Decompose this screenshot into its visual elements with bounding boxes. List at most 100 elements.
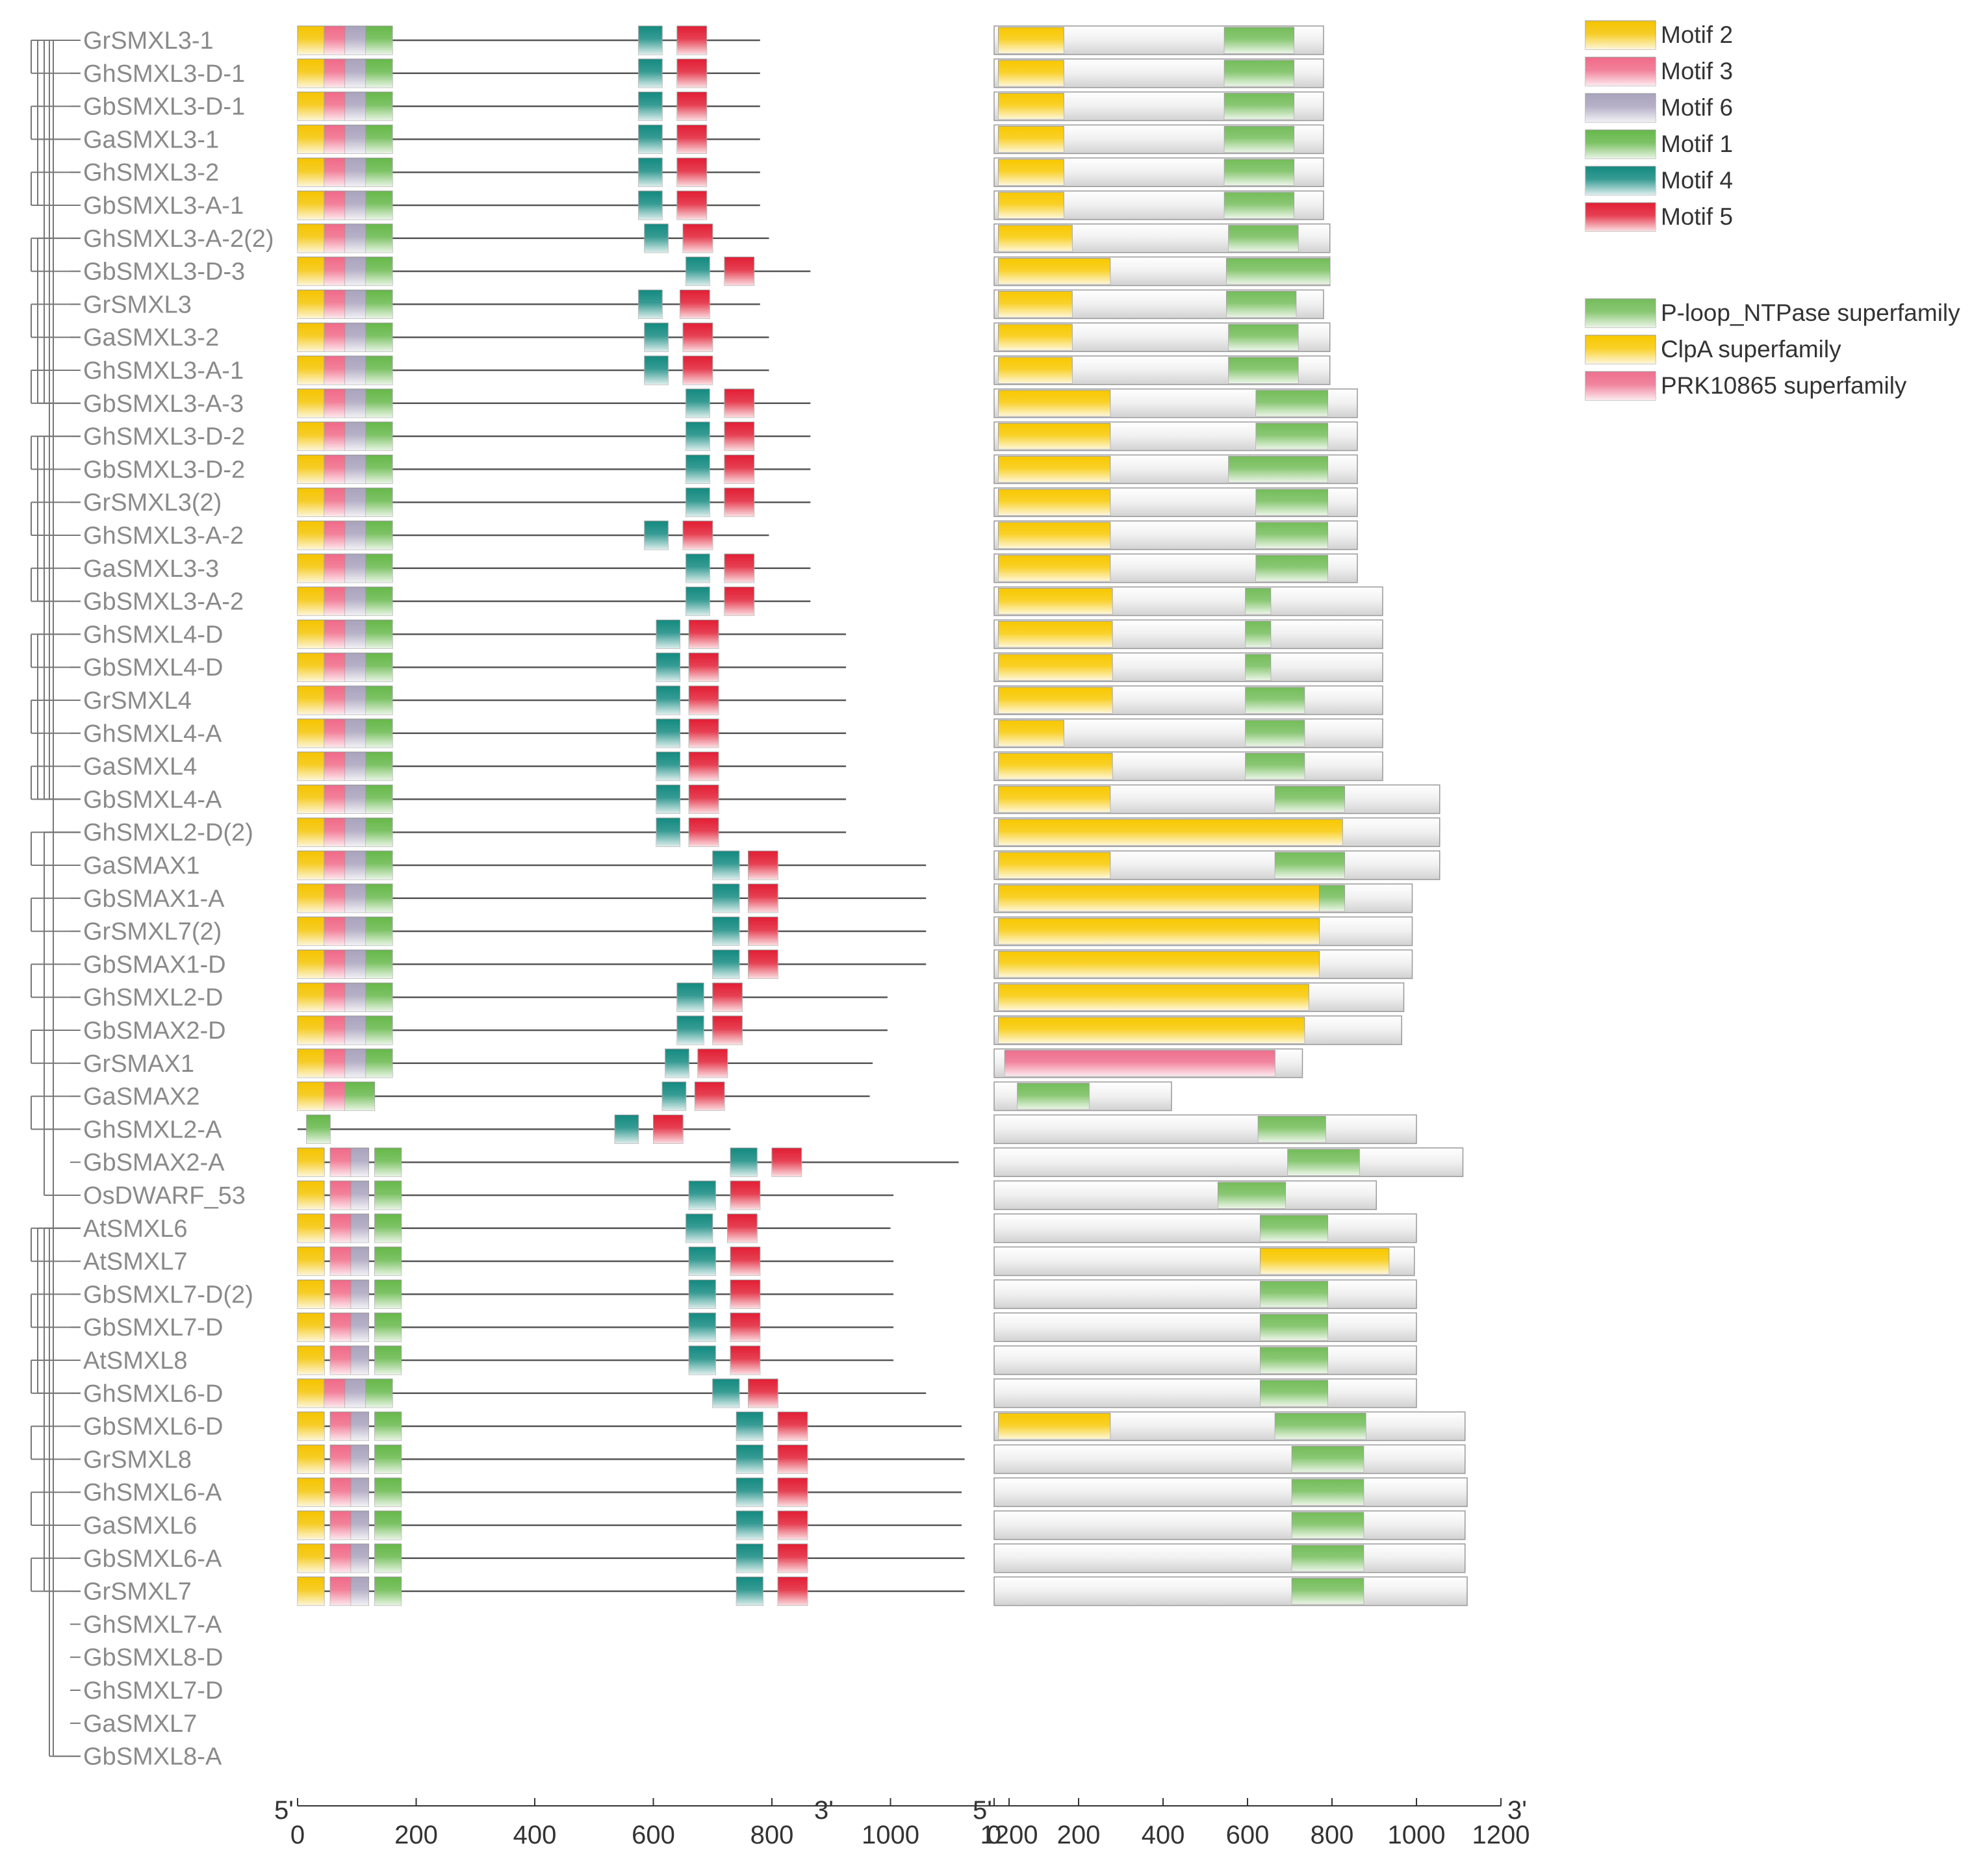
motif-block-motif-4 xyxy=(656,752,681,781)
motif-block-motif-5 xyxy=(771,1147,802,1177)
sequence-label-gbsmxl4-d: GbSMXL4-D xyxy=(83,654,223,681)
motif-block-motif-1 xyxy=(365,190,393,220)
motif-block-motif-5 xyxy=(688,685,719,715)
motif-block-motif-5 xyxy=(688,784,719,814)
motif-block-motif-4 xyxy=(685,587,710,616)
motif-block-motif-2 xyxy=(297,850,325,880)
motif-block-motif-4 xyxy=(712,917,740,946)
domain-block-p-loop-ntpase-superfamily xyxy=(1260,1347,1328,1374)
legend-label: Motif 4 xyxy=(1661,167,1733,194)
domain-row-ghsmxl6-d xyxy=(993,1378,1417,1408)
motif-row-gbsmxl3-d-3 xyxy=(297,257,811,286)
motif-block-motif-1 xyxy=(306,1114,331,1144)
motif-block-motif-5 xyxy=(680,289,710,319)
motif-block-motif-5 xyxy=(748,1378,778,1408)
motif-block-motif-4 xyxy=(656,784,681,814)
motif-block-motif-3 xyxy=(329,1180,352,1210)
sequence-label-gbsmxl3-a-3: GbSMXL3-A-3 xyxy=(83,390,244,418)
motif-block-motif-6 xyxy=(344,257,366,286)
domain-row-ghsmxl3-2 xyxy=(993,157,1324,187)
motif-block-motif-1 xyxy=(365,487,393,517)
sequence-label-grsmxl3: GrSMXL3 xyxy=(83,291,192,318)
motif-block-motif-6 xyxy=(350,1279,369,1309)
domain-block-clpa-superfamily xyxy=(998,258,1111,285)
domain-block-prk10865-superfamily xyxy=(1004,1050,1275,1077)
sequence-label-gasmxl3-3: GaSMXL3-3 xyxy=(83,555,219,583)
domain-block-p-loop-ntpase-superfamily xyxy=(1255,522,1328,549)
sequence-label-atsmxl8: AtSMXL8 xyxy=(83,1347,188,1375)
motif-block-motif-6 xyxy=(344,784,366,814)
motif-block-motif-2 xyxy=(297,784,325,814)
motif-block-motif-5 xyxy=(724,422,755,451)
motif-block-motif-2 xyxy=(297,718,325,748)
motif-block-motif-2 xyxy=(297,58,325,88)
domain-block-p-loop-ntpase-superfamily xyxy=(1291,1512,1364,1539)
domain-row-gasmxl3-3 xyxy=(993,553,1358,583)
motif-row-gbsmxl3-a-3 xyxy=(297,388,811,418)
motif-row-gbsmxl3-d-2 xyxy=(297,454,811,484)
protein-backbone xyxy=(993,1576,1468,1606)
sequence-label-ghsmxl6-d: GhSMXL6-D xyxy=(83,1380,223,1408)
motif-axis-3prime: 3' xyxy=(814,1796,834,1825)
motif-block-motif-4 xyxy=(712,949,740,979)
motif-block-motif-3 xyxy=(329,1577,352,1606)
domain-row-gasmax2 xyxy=(993,1081,1172,1111)
legend-item-motif-6: Motif 6 xyxy=(1585,93,1733,123)
domain-block-clpa-superfamily xyxy=(998,423,1111,450)
motif-block-motif-6 xyxy=(344,587,366,616)
motif-block-motif-5 xyxy=(688,619,719,649)
motif-block-motif-1 xyxy=(365,157,393,187)
legend-item-motif-4: Motif 4 xyxy=(1585,166,1733,196)
motif-block-motif-3 xyxy=(324,1378,346,1408)
motif-block-motif-1 xyxy=(365,587,393,616)
motif-block-motif-2 xyxy=(297,917,325,946)
domain-axis: 0 200 400 600 800 1000 1200 xyxy=(987,1798,1530,1849)
motif-block-motif-6 xyxy=(344,619,366,649)
domain-block-p-loop-ntpase-superfamily xyxy=(1245,588,1272,615)
domain-block-clpa-superfamily xyxy=(998,720,1064,747)
motif-block-motif-6 xyxy=(344,850,366,880)
tick-label: 0 xyxy=(987,1821,1001,1849)
motif-block-motif-4 xyxy=(688,1345,716,1375)
motif-block-motif-6 xyxy=(344,1015,366,1045)
motif-row-gbsmxl6-d xyxy=(297,1412,962,1441)
domain-block-p-loop-ntpase-superfamily xyxy=(1255,555,1328,582)
sequence-label-grsmxl4: GrSMXL4 xyxy=(83,687,192,715)
motif-block-motif-2 xyxy=(297,190,325,220)
motif-block-motif-6 xyxy=(350,1345,369,1375)
domain-row-ghsmxl2-a xyxy=(993,1114,1417,1145)
sequence-label-grsmxl7-2: GrSMXL7(2) xyxy=(83,919,222,946)
motif-block-motif-2 xyxy=(297,520,325,550)
domain-row-grsmxl7 xyxy=(993,1576,1468,1606)
motif-row-gasmxl3-3 xyxy=(297,553,811,583)
domain-block-clpa-superfamily xyxy=(998,323,1073,351)
motif-block-motif-1 xyxy=(374,1279,402,1309)
motif-block-motif-2 xyxy=(297,652,325,682)
motif-block-motif-6 xyxy=(350,1312,369,1342)
sequence-label-osdwarf-53: OsDWARF_53 xyxy=(83,1182,246,1210)
motif-block-motif-5 xyxy=(712,982,743,1012)
legend-item-motif-1: Motif 1 xyxy=(1585,129,1733,159)
domain-block-p-loop-ntpase-superfamily xyxy=(1223,192,1294,219)
motif-panel xyxy=(297,25,965,1606)
motif-block-motif-1 xyxy=(365,520,393,550)
domain-block-p-loop-ntpase-superfamily xyxy=(1255,390,1328,417)
domain-row-osdwarf-53 xyxy=(993,1180,1377,1210)
legend-swatch xyxy=(1585,93,1656,123)
motif-row-grsmxl7 xyxy=(297,1577,965,1606)
motif-block-motif-2 xyxy=(297,817,325,847)
motif-block-motif-2 xyxy=(297,619,325,649)
motif-row-gbsmxl6-a xyxy=(297,1543,965,1573)
motif-row-gbsmxl3-d-1 xyxy=(297,92,760,121)
domain-block-p-loop-ntpase-superfamily xyxy=(1274,852,1345,879)
motif-block-motif-2 xyxy=(297,949,325,979)
motif-block-motif-3 xyxy=(324,190,346,220)
tick-label: 200 xyxy=(394,1821,438,1849)
legend-item-motif-5: Motif 5 xyxy=(1585,202,1733,232)
motif-block-motif-4 xyxy=(730,1147,758,1177)
motif-block-motif-5 xyxy=(688,817,719,847)
domain-row-gasmax1 xyxy=(993,850,1441,880)
domain-block-p-loop-ntpase-superfamily xyxy=(1274,785,1345,813)
domain-row-gbsmxl7-d-2 xyxy=(993,1279,1417,1310)
motif-block-motif-6 xyxy=(344,58,366,88)
